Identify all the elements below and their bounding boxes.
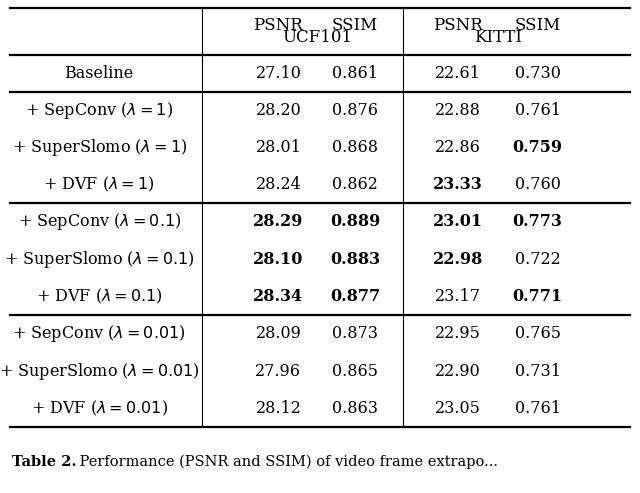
Text: 0.760: 0.760 [515,176,561,193]
Text: + DVF ($\lambda = 1$): + DVF ($\lambda = 1$) [44,175,155,194]
Text: 23.05: 23.05 [435,400,481,417]
Text: 22.88: 22.88 [435,102,481,119]
Text: 0.868: 0.868 [332,139,378,156]
Text: SSIM: SSIM [332,17,378,35]
Text: 27.96: 27.96 [255,362,301,380]
Text: 28.34: 28.34 [253,288,303,305]
Text: 23.33: 23.33 [433,176,483,193]
Text: 0.722: 0.722 [515,250,561,268]
Text: KITTI: KITTI [474,29,522,46]
Text: 28.01: 28.01 [255,139,301,156]
Text: 0.873: 0.873 [332,325,378,342]
Text: 22.86: 22.86 [435,139,481,156]
Text: 22.61: 22.61 [435,65,481,82]
Text: 28.24: 28.24 [255,176,301,193]
Text: PSNR: PSNR [433,17,483,35]
Text: + SepConv ($\lambda = 1$): + SepConv ($\lambda = 1$) [25,100,173,121]
Text: 0.863: 0.863 [332,400,378,417]
Text: Performance (PSNR and SSIM) of video frame extrapo...: Performance (PSNR and SSIM) of video fra… [75,455,498,469]
Text: 0.771: 0.771 [513,288,563,305]
Text: 0.865: 0.865 [332,362,378,380]
Text: + SuperSlomo ($\lambda = 1$): + SuperSlomo ($\lambda = 1$) [12,137,187,158]
Text: 0.761: 0.761 [515,400,561,417]
Text: 28.10: 28.10 [253,250,303,268]
Text: + DVF ($\lambda = 0.01$): + DVF ($\lambda = 0.01$) [31,399,168,418]
Text: 0.731: 0.731 [515,362,561,380]
Text: 28.29: 28.29 [253,213,303,230]
Text: 0.861: 0.861 [332,65,378,82]
Text: 0.759: 0.759 [513,139,563,156]
Text: + SepConv ($\lambda = 0.1$): + SepConv ($\lambda = 0.1$) [17,211,181,232]
Text: 0.862: 0.862 [332,176,378,193]
Text: 22.95: 22.95 [435,325,481,342]
Text: 28.20: 28.20 [255,102,301,119]
Text: UCF101: UCF101 [282,29,352,46]
Text: 0.773: 0.773 [513,213,563,230]
Text: 22.90: 22.90 [435,362,481,380]
Text: 0.876: 0.876 [332,102,378,119]
Text: + DVF ($\lambda = 0.1$): + DVF ($\lambda = 0.1$) [36,287,163,306]
Text: + SuperSlomo ($\lambda = 0.01$): + SuperSlomo ($\lambda = 0.01$) [0,360,200,382]
Text: 23.17: 23.17 [435,288,481,305]
Text: + SepConv ($\lambda = 0.01$): + SepConv ($\lambda = 0.01$) [12,323,186,344]
Text: + SuperSlomo ($\lambda = 0.1$): + SuperSlomo ($\lambda = 0.1$) [4,248,195,270]
Text: Baseline: Baseline [65,65,134,82]
Text: 0.883: 0.883 [330,250,380,268]
Text: PSNR: PSNR [253,17,303,35]
Text: 0.877: 0.877 [330,288,380,305]
Text: 28.09: 28.09 [255,325,301,342]
Text: 0.889: 0.889 [330,213,380,230]
Text: 28.12: 28.12 [255,400,301,417]
Text: 23.01: 23.01 [433,213,483,230]
Text: 0.765: 0.765 [515,325,561,342]
Text: 22.98: 22.98 [433,250,483,268]
Text: Table 2.: Table 2. [12,455,77,469]
Text: 0.761: 0.761 [515,102,561,119]
Text: SSIM: SSIM [515,17,561,35]
Text: 27.10: 27.10 [255,65,301,82]
Text: 0.730: 0.730 [515,65,561,82]
